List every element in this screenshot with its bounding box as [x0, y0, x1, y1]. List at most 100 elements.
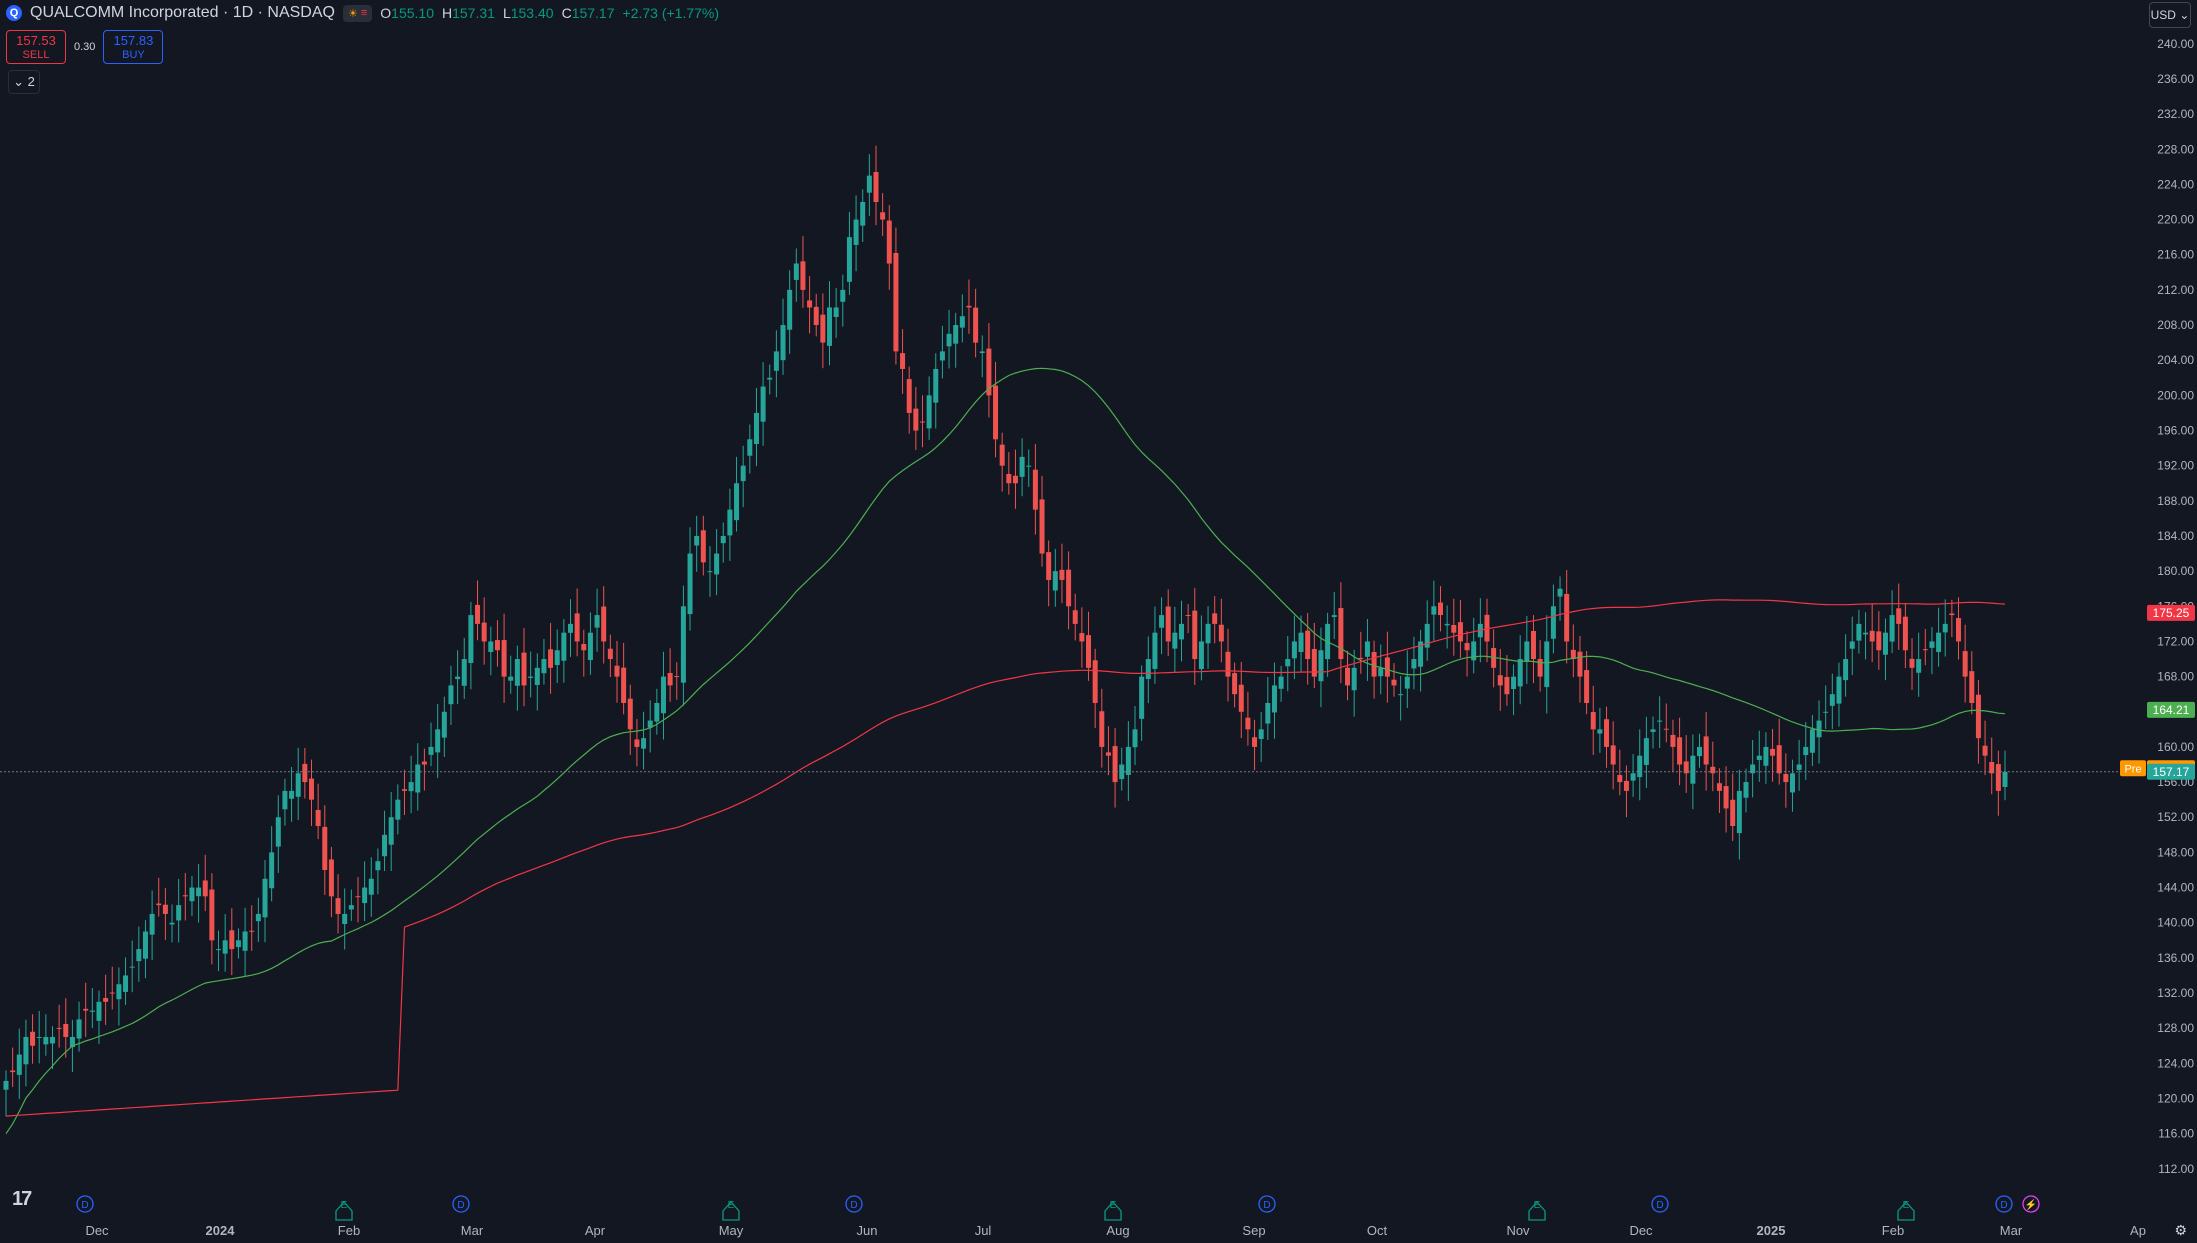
candle-body	[1159, 615, 1165, 628]
x-tick-label: May	[719, 1223, 744, 1238]
candle-body	[1869, 630, 1875, 642]
low-value: 153.40	[510, 5, 554, 21]
candle-body	[1431, 606, 1437, 615]
candle-body	[1125, 746, 1131, 775]
symbol-logo-icon[interactable]: Q	[6, 5, 22, 21]
candle-body	[501, 640, 507, 677]
candle-body	[966, 305, 972, 308]
indicator-count: 2	[27, 74, 35, 89]
candle-body	[1471, 641, 1477, 661]
candle-body	[973, 307, 979, 343]
candle-body	[913, 408, 919, 431]
candle-body	[1105, 752, 1111, 756]
candle-body	[561, 632, 567, 661]
candle-body	[415, 764, 421, 793]
candle-body	[1863, 632, 1869, 635]
x-tick-label: Dec	[85, 1223, 109, 1238]
candle-body	[1464, 643, 1470, 651]
change-value: +2.73 (+1.77%)	[622, 5, 720, 21]
candle-body	[401, 789, 407, 791]
candle-body	[521, 652, 527, 686]
candle-body	[103, 998, 109, 1002]
candle-body	[448, 685, 454, 705]
candle-body	[1086, 635, 1092, 668]
candle-body	[368, 878, 374, 895]
candles-layer	[3, 145, 2008, 1117]
y-tick-label: 232.00	[2157, 107, 2194, 121]
candle-body	[1066, 569, 1072, 607]
candle-body	[1989, 762, 1995, 774]
candle-body	[787, 289, 793, 330]
x-tick-label: Mar	[461, 1223, 484, 1238]
dividend-marker-icon	[1651, 1195, 1669, 1213]
candle-body	[1849, 641, 1855, 649]
candle-body	[162, 904, 168, 914]
candle-body	[1803, 746, 1809, 756]
symbol-title[interactable]: QUALCOMM Incorporated · 1D · NASDAQ	[30, 4, 335, 21]
chevron-down-icon: ⌄	[2179, 8, 2190, 22]
open-label: O	[380, 5, 392, 21]
candle-body	[534, 667, 540, 685]
candle-body	[1072, 610, 1078, 624]
candle-body	[1451, 625, 1457, 633]
ma-short-line	[5, 367, 2006, 1135]
candle-body	[621, 667, 627, 703]
indicators-toggle-button[interactable]: ⌄ 2	[8, 70, 40, 94]
candle-body	[1444, 623, 1450, 626]
spread-value: 0.30	[74, 41, 96, 53]
x-tick-label: Feb	[338, 1223, 360, 1238]
candle-body	[275, 817, 281, 847]
buy-button[interactable]: 157.83 BUY	[103, 30, 164, 64]
candle-body	[1876, 631, 1882, 651]
candle-body	[1298, 632, 1304, 652]
sell-button[interactable]: 157.53 SELL	[6, 30, 66, 64]
candle-body	[1145, 659, 1151, 680]
candle-body	[833, 307, 839, 317]
candle-body	[1112, 746, 1118, 783]
x-tick-label: Oct	[1367, 1223, 1388, 1238]
gear-icon[interactable]: ⚙	[2174, 1222, 2187, 1238]
candle-body	[1756, 755, 1762, 760]
candle-body	[142, 931, 148, 959]
dividend-marker-icon	[1995, 1195, 2013, 1213]
candle-body	[229, 930, 235, 950]
candle-body	[1657, 720, 1663, 722]
earnings-marker-icon	[335, 1201, 353, 1221]
candle-body	[594, 615, 600, 628]
price-tag-label: 164.21	[2153, 703, 2190, 717]
candle-body	[328, 859, 334, 897]
candle-body	[846, 237, 852, 282]
tradingview-logo-icon[interactable]: 17	[12, 1188, 32, 1210]
chart-header: Q QUALCOMM Incorporated · 1D · NASDAQ ☀ ≡…	[6, 4, 719, 22]
candle-body	[1278, 676, 1284, 689]
y-tick-label: 116.00	[2158, 1127, 2194, 1141]
candle-body	[189, 887, 195, 902]
candle-body	[1763, 746, 1769, 766]
currency-select[interactable]: USD ⌄	[2149, 2, 2191, 28]
candle-body	[1637, 755, 1643, 778]
candle-body	[581, 644, 587, 651]
candle-body	[109, 992, 115, 994]
candle-body	[986, 348, 992, 396]
candle-body	[435, 729, 441, 753]
candle-body	[1504, 676, 1510, 695]
candle-body	[1358, 657, 1364, 660]
status-flags[interactable]: ☀ ≡	[342, 4, 373, 22]
y-tick-label: 160.00	[2157, 740, 2194, 754]
candle-body	[587, 632, 593, 661]
candle-body	[1829, 694, 1835, 706]
y-tick-label: 236.00	[2157, 72, 2194, 86]
candle-body	[342, 913, 348, 924]
candle-body	[176, 905, 182, 921]
candle-body	[1736, 790, 1742, 834]
candle-body	[1039, 499, 1045, 554]
candle-body	[953, 325, 959, 344]
candle-body	[926, 395, 932, 429]
candle-body	[1836, 676, 1842, 704]
candle-body	[1557, 588, 1563, 597]
candle-body	[428, 746, 434, 755]
x-tick-label: Apr	[585, 1223, 606, 1238]
dividend-marker-icon	[452, 1195, 470, 1213]
earnings-marker-icon	[1528, 1201, 1546, 1221]
